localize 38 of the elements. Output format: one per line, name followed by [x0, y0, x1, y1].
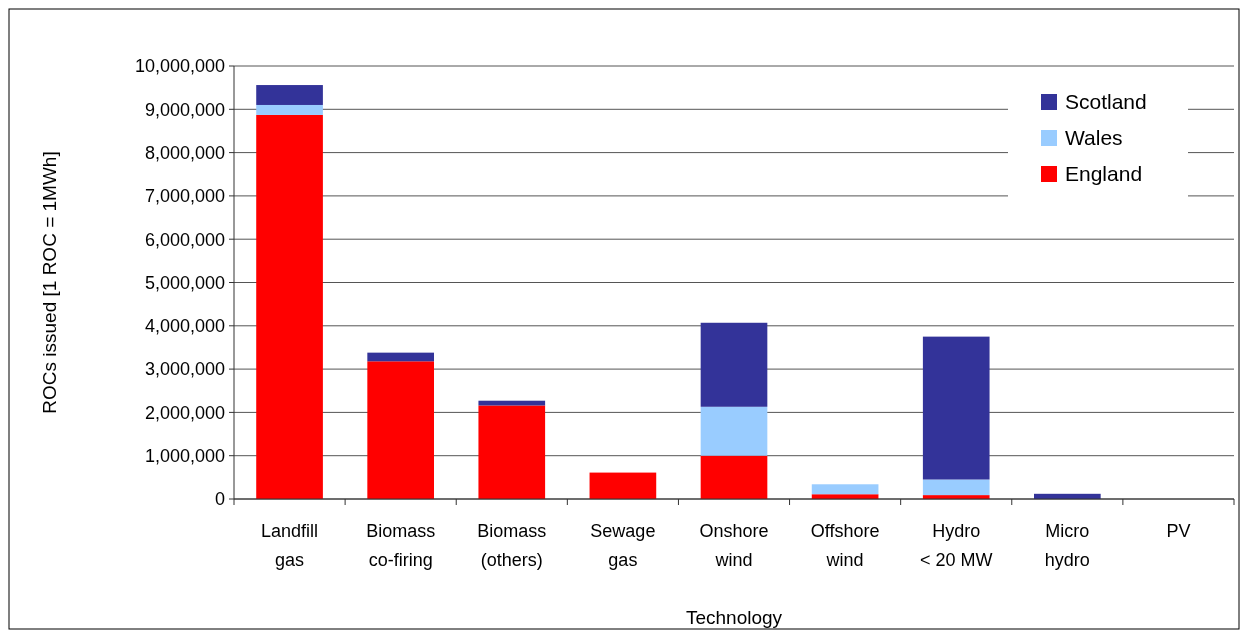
x-tick-label: Offshore wind: [810, 521, 880, 570]
bar: [700, 322, 768, 407]
legend-label: England: [1065, 162, 1143, 186]
y-tick-label: 1,000,000: [144, 446, 225, 466]
y-tick-label: 10,000,000: [134, 56, 225, 77]
y-tick-label: 6,000,000: [144, 229, 225, 250]
x-tick-label: Biomass co-firing: [366, 521, 436, 570]
x-tick-label: Hydro < 20 MW: [919, 521, 993, 570]
bar: [367, 352, 434, 362]
bar: [478, 405, 546, 499]
x-tick-label: Onshore wind: [699, 521, 769, 570]
y-axis-title: ROCs issued [1 ROC = 1MWh]: [39, 151, 60, 414]
x-tick-label: Biomass (others): [477, 521, 547, 570]
y-tick-label: 5,000,000: [144, 272, 225, 293]
legend-label: Wales: [1065, 126, 1123, 150]
y-tick-label: 8,000,000: [144, 142, 225, 163]
x-tick-label: Sewage gas: [590, 521, 656, 570]
bar: [367, 361, 434, 499]
bar: [700, 455, 768, 499]
y-tick-label: 4,000,000: [144, 316, 225, 337]
bar: [922, 336, 990, 480]
legend-label: Scotland: [1065, 90, 1147, 114]
bar: [256, 114, 323, 499]
x-axis-title: Technology: [685, 607, 783, 628]
y-tick-label: 0: [214, 489, 225, 510]
bar: [700, 406, 768, 456]
bar: [256, 104, 323, 115]
y-tick-label: 3,000,000: [144, 359, 225, 380]
y-tick-label: 7,000,000: [144, 186, 225, 207]
bar: [256, 85, 323, 105]
y-tick-label: 9,000,000: [144, 99, 225, 120]
x-tick-label: Landfill gas: [261, 521, 319, 570]
y-tick-label: 2,000,000: [144, 402, 225, 423]
bar: [922, 479, 990, 496]
x-tick-label: Micro hydro: [1044, 521, 1090, 570]
x-tick-label: PV: [1166, 521, 1191, 541]
bar: [811, 484, 879, 495]
bar: [589, 472, 657, 499]
